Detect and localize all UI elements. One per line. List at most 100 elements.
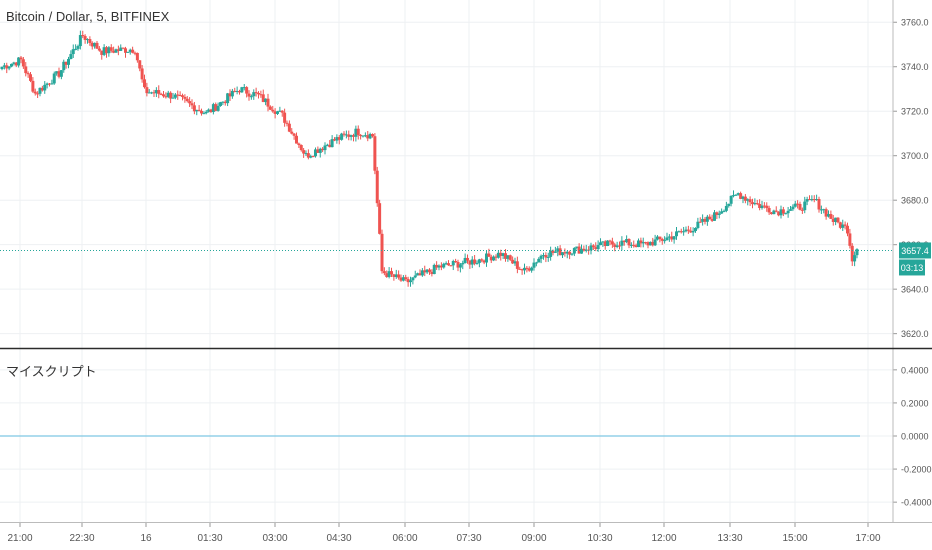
candle-body xyxy=(798,203,802,210)
candle-body xyxy=(380,233,384,272)
candle-body xyxy=(629,244,633,246)
candle-body xyxy=(295,135,298,144)
candle-body xyxy=(406,279,410,283)
candle-body xyxy=(273,111,277,114)
candle-body xyxy=(553,251,557,253)
candle-body xyxy=(596,245,600,250)
candle-body xyxy=(55,71,59,74)
candle-body xyxy=(216,105,220,111)
candle-body xyxy=(580,248,583,254)
x-tick-label: 07:30 xyxy=(456,533,481,544)
candle-body xyxy=(463,257,467,264)
candle-body xyxy=(280,110,284,113)
candle-body xyxy=(409,280,412,283)
candle-body xyxy=(589,245,593,251)
candle-body xyxy=(378,203,382,234)
candle-body xyxy=(131,49,135,53)
candle-body xyxy=(789,209,792,211)
candle-body xyxy=(594,247,598,250)
candle-body xyxy=(31,80,35,92)
candle-body xyxy=(90,42,94,47)
candle-body xyxy=(544,255,548,258)
candle-body xyxy=(112,50,116,53)
candle-body xyxy=(568,251,572,255)
candle-body xyxy=(233,90,237,92)
candle-body xyxy=(606,240,610,247)
candle-body xyxy=(45,83,49,85)
candle-body xyxy=(285,122,289,124)
candle-body xyxy=(651,241,655,246)
candle-body xyxy=(582,248,586,251)
candle-body xyxy=(278,110,282,112)
candle-body xyxy=(817,199,821,210)
candle-body xyxy=(164,96,168,98)
candle-body xyxy=(632,244,636,246)
candle-body xyxy=(489,256,493,261)
candle-body xyxy=(625,238,629,243)
candle-body xyxy=(532,262,536,268)
candle-body xyxy=(850,245,854,262)
candle-body xyxy=(648,241,652,246)
candle-body xyxy=(349,135,353,137)
candle-body xyxy=(677,231,681,233)
candle-body xyxy=(382,271,386,274)
candle-body xyxy=(340,133,344,140)
candle-body xyxy=(21,59,25,67)
candle-body xyxy=(26,73,30,75)
candle-body xyxy=(506,255,510,259)
candle-body xyxy=(774,210,778,212)
candle-body xyxy=(29,74,32,81)
candle-body xyxy=(658,236,662,240)
candle-body xyxy=(309,156,313,158)
candle-body xyxy=(169,92,173,99)
candle-body xyxy=(473,259,477,264)
candle-body xyxy=(17,57,21,66)
candle-body xyxy=(546,256,550,258)
candle-body xyxy=(159,93,163,95)
candle-body xyxy=(684,229,688,232)
candle-body xyxy=(575,246,579,248)
candle-body xyxy=(292,133,296,136)
candle-body xyxy=(171,97,175,99)
candle-body xyxy=(102,47,106,55)
candle-body xyxy=(456,262,460,268)
candle-body xyxy=(135,52,139,61)
candle-body xyxy=(271,109,275,112)
candle-body xyxy=(646,242,650,246)
candle-body xyxy=(268,106,272,110)
candle-body xyxy=(565,251,569,254)
candle-body xyxy=(74,48,78,50)
candle-body xyxy=(368,134,372,139)
candle-body xyxy=(190,103,194,106)
candle-body xyxy=(591,245,595,248)
candle-body xyxy=(105,47,108,54)
x-tick-label: 13:30 xyxy=(717,533,742,544)
candle-body xyxy=(724,205,728,211)
candle-body xyxy=(796,203,800,205)
candle-body xyxy=(622,240,626,243)
candle-body xyxy=(318,148,322,153)
price-y-tick-label: 3760.0 xyxy=(901,18,929,28)
candle-body xyxy=(451,261,455,266)
candle-body xyxy=(843,224,847,226)
candle-body xyxy=(133,52,137,54)
candle-body xyxy=(316,149,320,153)
candle-body xyxy=(439,265,443,268)
candle-body xyxy=(705,216,709,222)
candle-body xyxy=(287,123,291,132)
candle-body xyxy=(154,90,158,94)
candle-body xyxy=(558,248,562,256)
candle-body xyxy=(299,144,303,151)
candle-body xyxy=(698,221,702,223)
candle-body xyxy=(302,150,306,154)
x-tick-label: 06:00 xyxy=(392,533,417,544)
candle-body xyxy=(259,94,263,96)
last-price-tag xyxy=(899,242,931,259)
candle-body xyxy=(352,135,355,137)
candle-body xyxy=(67,58,70,65)
candle-body xyxy=(124,48,127,53)
candle-body xyxy=(178,95,182,97)
candle-body xyxy=(810,199,814,201)
candle-body xyxy=(366,135,370,139)
candle-body xyxy=(230,90,234,97)
